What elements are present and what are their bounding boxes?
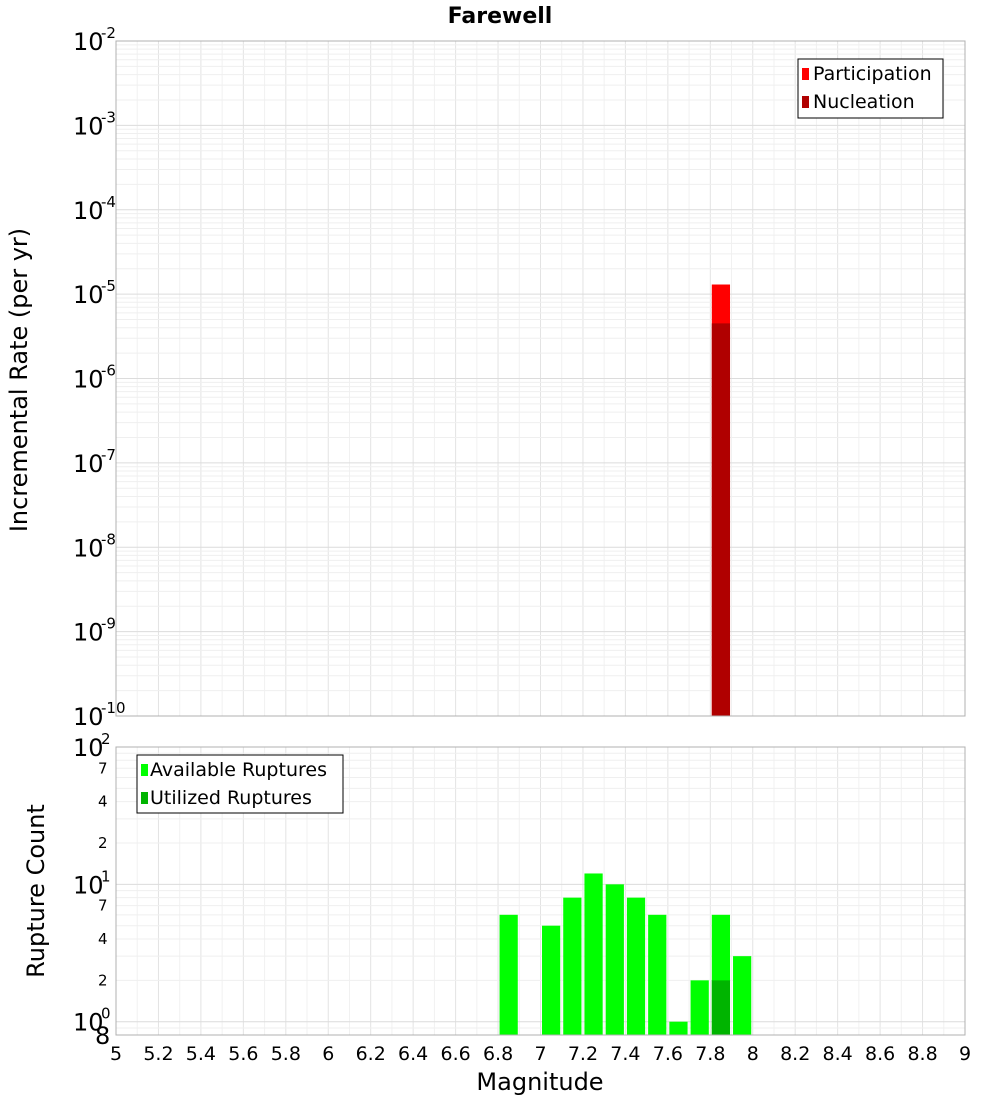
y-tick-exponent: -2 <box>101 24 116 42</box>
x-tick-label: 6.2 <box>356 1043 386 1065</box>
x-tick-label: 7 <box>534 1043 546 1065</box>
x-tick-label: 8.8 <box>907 1043 937 1065</box>
nucleation-bar <box>711 323 731 716</box>
y-tick-exponent: -10 <box>101 699 126 717</box>
y-tick-exponent: 2 <box>101 730 111 748</box>
top-legend-box <box>797 58 944 119</box>
x-tick-label: 6.4 <box>398 1043 428 1065</box>
y-tick-minor-label: 2 <box>98 971 108 989</box>
y-tick-label: 10 <box>73 703 104 731</box>
available-ruptures-bar <box>626 897 646 1035</box>
y-tick-exponent: -9 <box>101 615 116 633</box>
y-tick-label: 10 <box>73 734 104 762</box>
x-tick-label: 5.6 <box>228 1043 258 1065</box>
top-plot-border <box>115 40 966 717</box>
x-tick-label: 5.2 <box>143 1043 173 1065</box>
y-tick-minor-label: 7 <box>98 759 108 777</box>
y-tick-label: 10 <box>73 197 104 225</box>
y-tick-minor-label: 8 <box>95 1022 110 1050</box>
y-tick-label: 10 <box>73 1009 104 1037</box>
bottom-legend: Available Ruptures Utilized Ruptures <box>136 754 344 814</box>
legend-label-participation: Participation <box>813 63 932 85</box>
bottom-plot-border <box>115 746 966 1036</box>
y-tick-label: 10 <box>73 450 104 478</box>
y-tick-exponent: -6 <box>101 362 116 380</box>
available-ruptures-bar <box>648 914 667 1035</box>
y-tick-label: 10 <box>73 366 104 394</box>
top-legend: Participation Nucleation <box>797 58 944 119</box>
available-ruptures-bar <box>690 980 709 1035</box>
x-tick-label: 6.6 <box>440 1043 470 1065</box>
y-tick-exponent: -3 <box>101 108 116 126</box>
available-ruptures-bar <box>499 914 518 1035</box>
y-tick-minor-label: 2 <box>98 834 108 852</box>
y-tick-label: 10 <box>73 619 104 647</box>
utilized-ruptures-bar <box>711 980 731 1035</box>
x-tick-label: 6.8 <box>483 1043 513 1065</box>
bottom-y-axis-label: Rupture Count <box>22 804 50 978</box>
chart-title: Farewell <box>448 4 553 29</box>
x-tick-label: 8.4 <box>823 1043 853 1065</box>
legend-swatch-nucleation <box>802 96 809 108</box>
x-tick-label: 7.4 <box>610 1043 640 1065</box>
y-tick-exponent: -7 <box>101 446 116 464</box>
legend-label-utilized-ruptures: Utilized Ruptures <box>150 787 312 809</box>
x-tick-label: 5 <box>110 1043 122 1065</box>
top-grid <box>115 41 966 717</box>
legend-swatch-participation <box>802 68 809 80</box>
legend-label-nucleation: Nucleation <box>813 91 915 113</box>
y-tick-exponent: -5 <box>101 277 116 295</box>
y-tick-label: 10 <box>73 534 104 562</box>
y-tick-exponent: 0 <box>101 1005 111 1023</box>
x-tick-label: 8.2 <box>780 1043 810 1065</box>
x-tick-label: 5.4 <box>186 1043 216 1065</box>
x-tick-label: 8.6 <box>865 1043 895 1065</box>
y-tick-exponent: -4 <box>101 193 116 211</box>
y-tick-minor-label: 4 <box>98 930 108 948</box>
available-ruptures-bar <box>584 873 603 1035</box>
x-axis-label: Magnitude <box>476 1068 603 1096</box>
y-tick-label: 10 <box>73 281 104 309</box>
available-ruptures-bar <box>563 897 582 1035</box>
top-y-axis-label: Incremental Rate (per yr) <box>5 228 33 532</box>
x-tick-label: 8 <box>747 1043 759 1065</box>
bottom-legend-box <box>136 754 344 814</box>
x-tick-label: 7.2 <box>568 1043 598 1065</box>
x-tick-label: 7.8 <box>695 1043 725 1065</box>
available-ruptures-bar <box>605 884 624 1035</box>
x-tick-label: 7.6 <box>653 1043 683 1065</box>
legend-label-available-ruptures: Available Ruptures <box>150 759 327 781</box>
x-tick-label: 9 <box>959 1043 971 1065</box>
y-tick-exponent: -8 <box>101 530 116 548</box>
x-tick-label: 6 <box>322 1043 334 1065</box>
y-tick-minor-label: 7 <box>98 897 108 915</box>
y-tick-label: 10 <box>73 28 104 56</box>
y-tick-label: 10 <box>73 871 104 899</box>
bottom-bars <box>499 873 752 1035</box>
y-tick-minor-label: 4 <box>98 793 108 811</box>
available-ruptures-bar <box>542 925 561 1035</box>
top-bars <box>711 284 731 716</box>
legend-swatch-available-ruptures <box>141 764 148 776</box>
y-tick-label: 10 <box>73 112 104 140</box>
legend-swatch-utilized-ruptures <box>141 792 148 804</box>
x-tick-label: 5.8 <box>271 1043 301 1065</box>
x-ticks: 5 5.2 5.4 5.6 5.8 6 6.2 6.4 6.6 6.8 7 7.2 7.4 7.6 7.8 8… <box>110 1043 971 1065</box>
y-tick-exponent: 1 <box>101 867 111 885</box>
available-ruptures-bar <box>669 1021 688 1035</box>
available-ruptures-bar <box>733 956 752 1035</box>
